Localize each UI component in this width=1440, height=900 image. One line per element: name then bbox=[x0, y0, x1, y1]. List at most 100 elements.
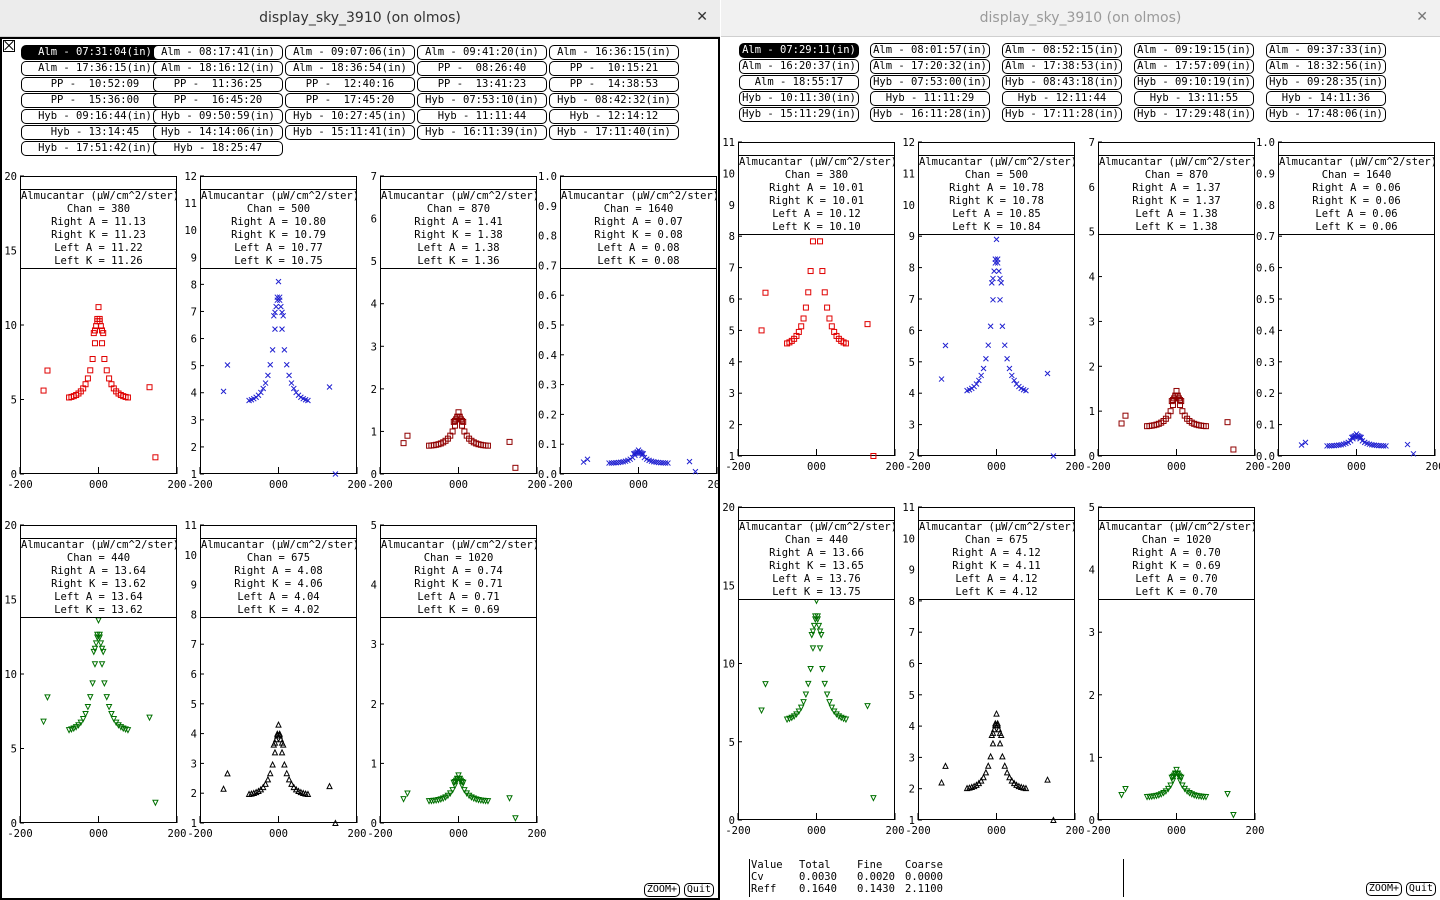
time-button[interactable]: PP - 17:45:20 bbox=[285, 93, 415, 108]
chan-plot-500[interactable]: 2 3 4 5 6 7 8 9 10 11 12 -200 000 200 Almucantar (µW/c… bbox=[902, 137, 1084, 473]
time-button[interactable]: PP - 13:41:23 bbox=[417, 77, 547, 92]
chan-plot-440[interactable]: 0 5 10 15 20 -200 000 200 Almucantar (µW/cm^2/st… bbox=[722, 502, 904, 837]
time-button[interactable]: Hyb - 13:11:55 bbox=[1134, 91, 1254, 106]
y-tick-label: 5 bbox=[371, 256, 377, 268]
time-button[interactable]: Hyb - 17:29:48(in) bbox=[1134, 107, 1254, 122]
time-button[interactable]: Hyb - 09:10:19(in) bbox=[1134, 75, 1254, 90]
time-button[interactable]: Hyb - 11:11:44 bbox=[417, 109, 547, 124]
zoom-button[interactable]: ZOOM+ bbox=[643, 883, 680, 897]
time-button[interactable]: Hyb - 13:14:45 bbox=[21, 125, 169, 140]
time-button[interactable]: Alm - 18:36:54(in) bbox=[285, 61, 415, 76]
zoom-button[interactable]: ZOOM+ bbox=[1365, 882, 1402, 896]
data-point-marker bbox=[272, 326, 278, 332]
time-button[interactable]: Alm - 07:29:11(in) bbox=[739, 43, 859, 58]
time-button[interactable]: PP - 12:40:16 bbox=[285, 77, 415, 92]
time-button[interactable]: Hyb - 07:53:10(in) bbox=[417, 93, 547, 108]
time-button[interactable]: Hyb - 12:14:12 bbox=[549, 109, 679, 124]
time-button[interactable]: Alm - 08:17:41(in) bbox=[153, 45, 283, 60]
quit-button[interactable]: Quit bbox=[1405, 882, 1436, 896]
value-table-row: Reff 0.1640 0.1430 2.1100 bbox=[751, 883, 955, 895]
time-button[interactable]: Alm - 09:41:20(in) bbox=[417, 45, 547, 60]
legend-right-k: Right K = 10.79 bbox=[201, 229, 356, 242]
chan-plot-380[interactable]: 0 5 10 15 20 -200 000 200 Almucantar (µW/cm^2/st… bbox=[4, 171, 186, 491]
time-button[interactable]: Alm - 07:31:04(in) bbox=[21, 45, 169, 60]
chan-plot-380[interactable]: 1 2 3 4 5 6 7 8 9 10 11 -200 000 200 Almucantar (µW/cm… bbox=[722, 137, 904, 473]
time-button[interactable]: Hyb - 15:11:29(in) bbox=[739, 107, 859, 122]
time-button[interactable]: Alm - 17:20:32(in) bbox=[870, 59, 990, 74]
y-tick-label: 7 bbox=[729, 263, 735, 275]
quit-button[interactable]: Quit bbox=[683, 883, 714, 897]
time-button[interactable]: Hyb - 09:16:44(in) bbox=[21, 109, 169, 124]
time-button[interactable]: Alm - 16:20:37(in) bbox=[739, 59, 859, 74]
time-button[interactable]: Hyb - 09:50:59(in) bbox=[153, 109, 283, 124]
data-point-marker bbox=[455, 772, 462, 779]
legend-left-a-value: 13.76 bbox=[829, 573, 861, 585]
time-button[interactable]: Hyb - 15:11:41(in) bbox=[285, 125, 415, 140]
time-button[interactable]: Hyb - 16:11:39(in) bbox=[417, 125, 547, 140]
legend-right-a: Right A = 13.64 bbox=[21, 565, 176, 578]
data-point-marker bbox=[264, 775, 272, 783]
y-tick-label: 0.5 bbox=[538, 320, 557, 332]
time-button[interactable]: Hyb - 14:14:06(in) bbox=[153, 125, 283, 140]
time-button[interactable]: Hyb - 17:11:40(in) bbox=[549, 125, 679, 140]
window-titlebar[interactable]: display_sky_3910 (on olmos) ✕ bbox=[0, 0, 720, 37]
y-tick-label: 4 bbox=[371, 299, 377, 311]
time-button[interactable]: Hyb - 10:11:30(in) bbox=[739, 91, 859, 106]
time-button[interactable]: Alm - 17:38:53(in) bbox=[1002, 59, 1122, 74]
chan-plot-1640[interactable]: 0.0 0.1 0.2 0.3 0.4 0.5 0.6 0.7 0.8 0.9 1.0 -200 000… bbox=[538, 171, 720, 491]
time-button[interactable]: PP - 08:26:40 bbox=[417, 61, 547, 76]
chan-plot-675[interactable]: 1 2 3 4 5 6 7 8 9 10 11 -200 000 200 Almucantar (µW/cm… bbox=[902, 502, 1084, 837]
time-button[interactable]: PP - 10:15:21 bbox=[549, 61, 679, 76]
data-point-marker bbox=[279, 326, 285, 332]
data-point-marker bbox=[267, 361, 274, 368]
chan-plot-1640[interactable]: 0.0 0.1 0.2 0.3 0.4 0.5 0.6 0.7 0.8 0.9 1.0 -200 000… bbox=[1256, 137, 1440, 473]
time-button[interactable]: Hyb - 18:25:47 bbox=[153, 141, 283, 156]
time-button[interactable]: PP - 11:36:25 bbox=[153, 77, 283, 92]
table-divider bbox=[1123, 859, 1124, 897]
x-tick-label: 000 bbox=[269, 828, 288, 840]
chan-plot-870[interactable]: 0 1 2 3 4 5 6 7 -200 000 200 Almucantar (µW/cm^2/st… bbox=[1085, 137, 1264, 473]
chan-plot-500[interactable]: 1 2 3 4 5 6 7 8 9 10 11 12 -200 000 200 Almucantar (µW/… bbox=[184, 171, 366, 491]
time-button[interactable]: Alm - 09:19:15(in) bbox=[1134, 43, 1254, 58]
time-button[interactable]: Hyb - 17:48:06(in) bbox=[1266, 107, 1386, 122]
time-button[interactable]: Hyb - 16:11:28(in) bbox=[870, 107, 990, 122]
time-button[interactable]: Hyb - 14:11:36 bbox=[1266, 91, 1386, 106]
data-point-marker bbox=[260, 385, 267, 392]
time-button[interactable]: Alm - 18:16:12(in) bbox=[153, 61, 283, 76]
legend-right-a-prefix: Right A = bbox=[51, 216, 115, 228]
time-button[interactable]: Hyb - 09:28:35(in) bbox=[1266, 75, 1386, 90]
time-button[interactable]: Alm - 16:36:15(in) bbox=[549, 45, 679, 60]
chan-plot-440[interactable]: 0 5 10 15 20 -200 000 200 Almucantar (µW/cm^2/st… bbox=[4, 520, 186, 840]
time-button[interactable]: Hyb - 17:51:42(in) bbox=[21, 141, 169, 156]
time-button[interactable]: Hyb - 10:27:45(in) bbox=[285, 109, 415, 124]
time-button[interactable]: PP - 16:45:20 bbox=[153, 93, 283, 108]
chan-plot-1020[interactable]: 0 1 2 3 4 5 -200 000 200 Almucantar (µW/cm^2/ster… bbox=[367, 520, 546, 840]
time-button[interactable]: Alm - 17:36:15(in) bbox=[21, 61, 169, 76]
chan-plot-675[interactable]: 1 2 3 4 5 6 7 8 9 10 11 -200 000 200 Almucantar (µW/cm… bbox=[184, 520, 366, 840]
time-button[interactable]: Hyb - 08:42:32(in) bbox=[549, 93, 679, 108]
time-button[interactable]: Hyb - 07:53:00(in) bbox=[870, 75, 990, 90]
time-button[interactable]: Hyb - 17:11:28(in) bbox=[1002, 107, 1122, 122]
time-button[interactable]: Hyb - 08:43:18(in) bbox=[1002, 75, 1122, 90]
close-icon[interactable]: ✕ bbox=[696, 9, 708, 25]
time-button[interactable]: Alm - 18:32:56(in) bbox=[1266, 59, 1386, 74]
corner-close-icon[interactable] bbox=[3, 40, 15, 52]
time-button[interactable]: PP - 10:52:09 bbox=[21, 77, 169, 92]
time-button[interactable]: Alm - 09:37:33(in) bbox=[1266, 43, 1386, 58]
legend-left-k: Left K = 10.10 bbox=[739, 221, 894, 234]
time-button[interactable]: Alm - 08:52:15(in) bbox=[1002, 43, 1122, 58]
chan-plot-1020[interactable]: 0 1 2 3 4 5 -200 000 200 Almucantar (µW/cm^2/ster… bbox=[1085, 502, 1264, 837]
time-button[interactable]: Hyb - 11:11:29 bbox=[870, 91, 990, 106]
time-button[interactable]: Alm - 17:57:09(in) bbox=[1134, 59, 1254, 74]
chan-plot-870[interactable]: 0 1 2 3 4 5 6 7 -200 000 200 Almucantar (µW/cm^2/st… bbox=[367, 171, 546, 491]
legend-left-a-prefix: Left A = bbox=[955, 573, 1013, 585]
time-button[interactable]: Alm - 18:55:17 bbox=[739, 75, 859, 90]
window-titlebar[interactable]: display_sky_3910 (on olmos) ✕ bbox=[721, 0, 1440, 37]
time-button[interactable]: Alm - 09:07:06(in) bbox=[285, 45, 415, 60]
time-button[interactable]: PP - 14:38:53 bbox=[549, 77, 679, 92]
time-button[interactable]: PP - 15:36:00 bbox=[21, 93, 169, 108]
time-button[interactable]: Alm - 08:01:57(in) bbox=[870, 43, 990, 58]
time-button[interactable]: Hyb - 12:11:44 bbox=[1002, 91, 1122, 106]
close-icon[interactable]: ✕ bbox=[1416, 9, 1428, 25]
